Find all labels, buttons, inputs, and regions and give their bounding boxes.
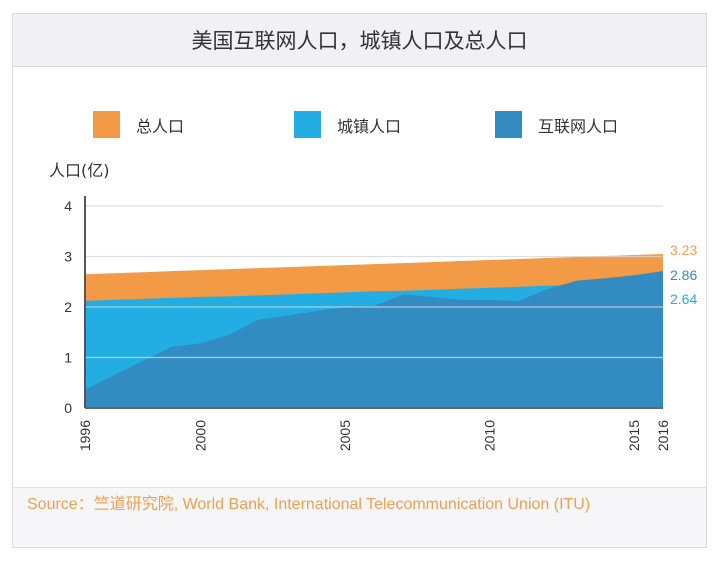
legend-label: 城镇人口 bbox=[337, 116, 402, 136]
legend-item-internet: 互联网人口 bbox=[495, 111, 618, 138]
x-tick-label: 2005 bbox=[337, 420, 353, 451]
x-tick-label: 1996 bbox=[77, 420, 93, 451]
y-tick-label: 3 bbox=[64, 249, 72, 265]
legend-label: 总人口 bbox=[136, 116, 185, 136]
y-axis-label: 人口(亿) bbox=[49, 161, 110, 180]
chart-title: 美国互联网人口，城镇人口及总人口 bbox=[13, 14, 706, 67]
end-value-label: 3.23 bbox=[670, 242, 697, 258]
area-series-2 bbox=[85, 271, 663, 408]
legend: 总人口 城镇人口 互联网人口 bbox=[13, 111, 706, 141]
legend-item-total: 总人口 bbox=[93, 111, 184, 138]
x-tick-label: 2016 bbox=[655, 420, 671, 451]
x-tick-label: 2015 bbox=[626, 420, 642, 451]
x-tick-label: 2010 bbox=[482, 420, 498, 451]
y-tick-label: 1 bbox=[64, 350, 72, 366]
source-note: Source：竺道研究院, World Bank, International … bbox=[13, 487, 706, 547]
y-tick-label: 4 bbox=[64, 198, 72, 214]
end-value-label: 2.86 bbox=[670, 267, 697, 283]
legend-swatch bbox=[495, 111, 522, 138]
y-tick-label: 0 bbox=[64, 400, 72, 416]
y-tick-label: 2 bbox=[64, 299, 72, 315]
end-value-label: 2.64 bbox=[670, 291, 697, 307]
legend-swatch bbox=[294, 111, 321, 138]
legend-label: 互联网人口 bbox=[538, 116, 619, 136]
legend-item-urban: 城镇人口 bbox=[294, 111, 401, 138]
x-tick-label: 2000 bbox=[193, 420, 209, 451]
legend-swatch bbox=[93, 111, 120, 138]
